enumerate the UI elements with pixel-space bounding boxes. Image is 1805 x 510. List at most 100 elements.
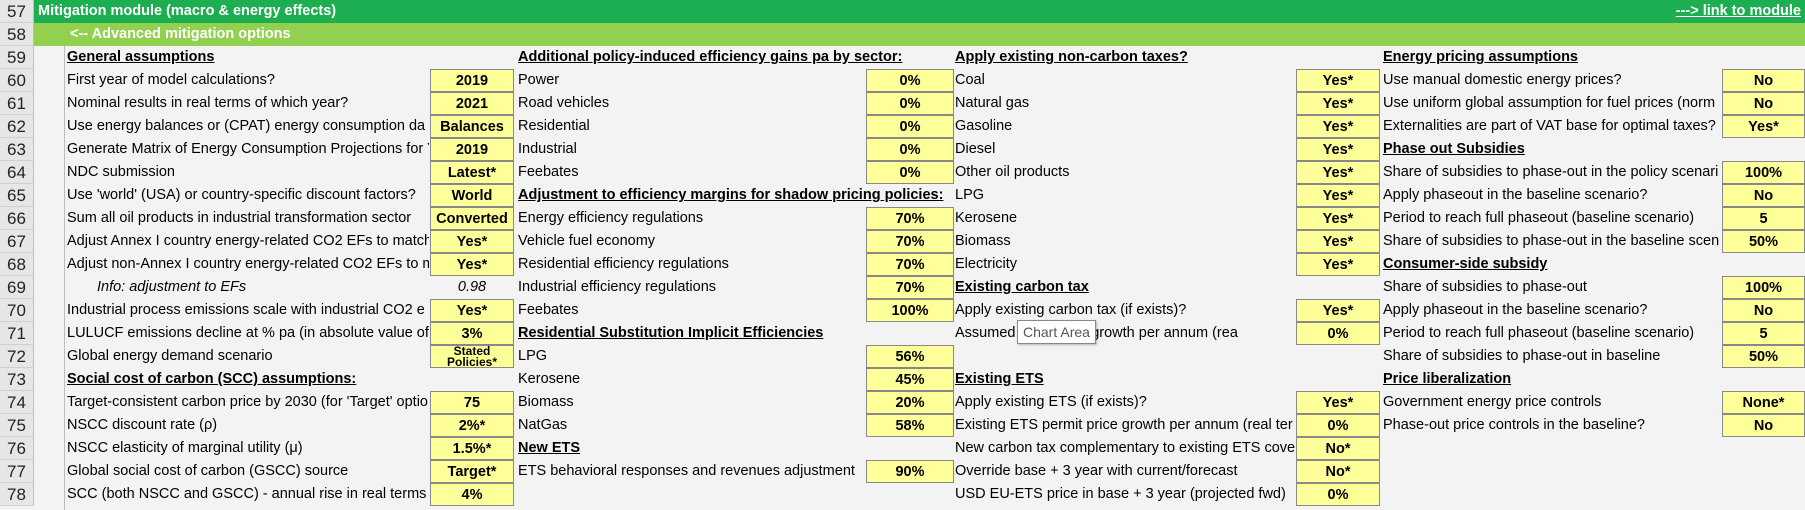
setting-input-cell[interactable]: 1.5%*: [430, 437, 514, 460]
row-header[interactable]: 60: [0, 69, 34, 92]
setting-label: ETS behavioral responses and revenues ad…: [518, 463, 855, 479]
setting-input-cell[interactable]: No: [1722, 92, 1805, 115]
setting-label: Global social cost of carbon (GSCC) sour…: [67, 463, 349, 479]
setting-input-cell[interactable]: 0%: [1296, 483, 1380, 506]
setting-input-cell[interactable]: Yes*: [430, 299, 514, 322]
setting-input-cell[interactable]: 2019: [430, 138, 514, 161]
row-header[interactable]: 73: [0, 368, 34, 391]
setting-input-cell[interactable]: 100%: [866, 299, 954, 322]
row-header[interactable]: 70: [0, 299, 34, 322]
setting-input-cell[interactable]: No*: [1296, 460, 1380, 483]
setting-input-cell[interactable]: 50%: [1722, 345, 1805, 368]
setting-input-cell[interactable]: Yes*: [1296, 207, 1380, 230]
setting-input-cell[interactable]: 0%: [866, 69, 954, 92]
setting-input-cell[interactable]: No: [1722, 299, 1805, 322]
row-header[interactable]: 74: [0, 391, 34, 414]
setting-input-cell[interactable]: 50%: [1722, 230, 1805, 253]
row-header[interactable]: 68: [0, 253, 34, 276]
setting-input-cell[interactable]: 0%: [866, 161, 954, 184]
setting-input-cell[interactable]: 2021: [430, 92, 514, 115]
setting-input-cell[interactable]: Yes*: [1296, 115, 1380, 138]
row-header[interactable]: 62: [0, 115, 34, 138]
setting-input-cell[interactable]: 5: [1722, 207, 1805, 230]
setting-input-cell[interactable]: Yes*: [1722, 115, 1805, 138]
row-header[interactable]: 78: [0, 483, 34, 506]
setting-input-cell[interactable]: 70%: [866, 207, 954, 230]
setting-label: Industrial process emissions scale with …: [67, 302, 425, 318]
setting-input-cell[interactable]: None*: [1722, 391, 1805, 414]
setting-input-cell[interactable]: 56%: [866, 345, 954, 368]
setting-input-cell[interactable]: 90%: [866, 460, 954, 483]
row-header[interactable]: 64: [0, 161, 34, 184]
setting-input-cell[interactable]: Yes*: [1296, 391, 1380, 414]
setting-input-cell[interactable]: No: [1722, 414, 1805, 437]
setting-input-cell[interactable]: 70%: [866, 253, 954, 276]
setting-input-cell[interactable]: No: [1722, 69, 1805, 92]
advanced-options-link[interactable]: <-- Advanced mitigation options: [70, 26, 291, 42]
section-header: Existing ETS: [955, 371, 1044, 387]
setting-input-cell[interactable]: Yes*: [430, 253, 514, 276]
setting-input-cell[interactable]: 70%: [866, 230, 954, 253]
setting-input-cell[interactable]: No: [1722, 184, 1805, 207]
setting-input-cell[interactable]: Stated Policies*: [430, 345, 514, 368]
setting-input-cell[interactable]: Latest*: [430, 161, 514, 184]
setting-input-cell[interactable]: World: [430, 184, 514, 207]
setting-input-cell[interactable]: Yes*: [1296, 253, 1380, 276]
link-to-module[interactable]: ---> link to module: [1675, 3, 1801, 19]
setting-label: Feebates: [518, 164, 579, 180]
setting-input-cell[interactable]: Yes*: [1296, 138, 1380, 161]
setting-input-cell[interactable]: 20%: [866, 391, 954, 414]
setting-input-cell[interactable]: 2019: [430, 69, 514, 92]
setting-input-cell[interactable]: Yes*: [1296, 299, 1380, 322]
setting-input-cell[interactable]: Converted: [430, 207, 514, 230]
setting-input-cell[interactable]: 0%: [1296, 322, 1380, 345]
setting-input-cell[interactable]: 2%*: [430, 414, 514, 437]
row-header[interactable]: 66: [0, 207, 34, 230]
setting-label: Energy efficiency regulations: [518, 210, 704, 226]
row-header[interactable]: 57: [0, 0, 34, 23]
row-header[interactable]: 72: [0, 345, 34, 368]
setting-input-cell[interactable]: 0%: [866, 115, 954, 138]
setting-label: USD EU-ETS price in base + 3 year (proje…: [955, 486, 1286, 502]
setting-input-cell[interactable]: 4%: [430, 483, 514, 506]
setting-label: NatGas: [518, 417, 568, 433]
setting-input-cell[interactable]: 5: [1722, 322, 1805, 345]
row-header[interactable]: 67: [0, 230, 34, 253]
setting-input-cell[interactable]: Yes*: [430, 230, 514, 253]
setting-input-cell[interactable]: 75: [430, 391, 514, 414]
setting-input-cell[interactable]: 58%: [866, 414, 954, 437]
setting-input-cell[interactable]: 0%: [866, 92, 954, 115]
row-header[interactable]: 71: [0, 322, 34, 345]
setting-input-cell[interactable]: Target*: [430, 460, 514, 483]
setting-input-cell[interactable]: Yes*: [1296, 69, 1380, 92]
setting-label: Apply existing ETS (if exists)?: [955, 394, 1147, 410]
row-header[interactable]: 69: [0, 276, 34, 299]
row-header[interactable]: 59: [0, 46, 34, 69]
setting-input-cell[interactable]: 3%: [430, 322, 514, 345]
setting-input-cell[interactable]: 70%: [866, 276, 954, 299]
row-header[interactable]: 77: [0, 460, 34, 483]
setting-input-cell[interactable]: Yes*: [1296, 92, 1380, 115]
setting-input-cell[interactable]: No*: [1296, 437, 1380, 460]
setting-input-cell[interactable]: 0%: [866, 138, 954, 161]
setting-label: Coal: [955, 72, 985, 88]
row-header[interactable]: 61: [0, 92, 34, 115]
row-header[interactable]: 65: [0, 184, 34, 207]
setting-input-cell[interactable]: Yes*: [1296, 230, 1380, 253]
setting-input-cell[interactable]: 45%: [866, 368, 954, 391]
setting-label: Share of subsidies to phase-out in the p…: [1383, 164, 1719, 180]
setting-input-cell[interactable]: Yes*: [1296, 161, 1380, 184]
setting-input-cell[interactable]: 100%: [1722, 276, 1805, 299]
row-header[interactable]: 75: [0, 414, 34, 437]
setting-input-cell[interactable]: 100%: [1722, 161, 1805, 184]
row-header[interactable]: 76: [0, 437, 34, 460]
setting-label: New carbon tax complementary to existing…: [955, 440, 1295, 456]
row-header[interactable]: 58: [0, 23, 34, 46]
row-header[interactable]: 63: [0, 138, 34, 161]
setting-input-cell[interactable]: 0%: [1296, 414, 1380, 437]
setting-input-cell[interactable]: Balances: [430, 115, 514, 138]
setting-input-cell[interactable]: Yes*: [1296, 184, 1380, 207]
setting-label: Biomass: [955, 233, 1011, 249]
setting-label: Apply phaseout in the baseline scenario?: [1383, 302, 1648, 318]
